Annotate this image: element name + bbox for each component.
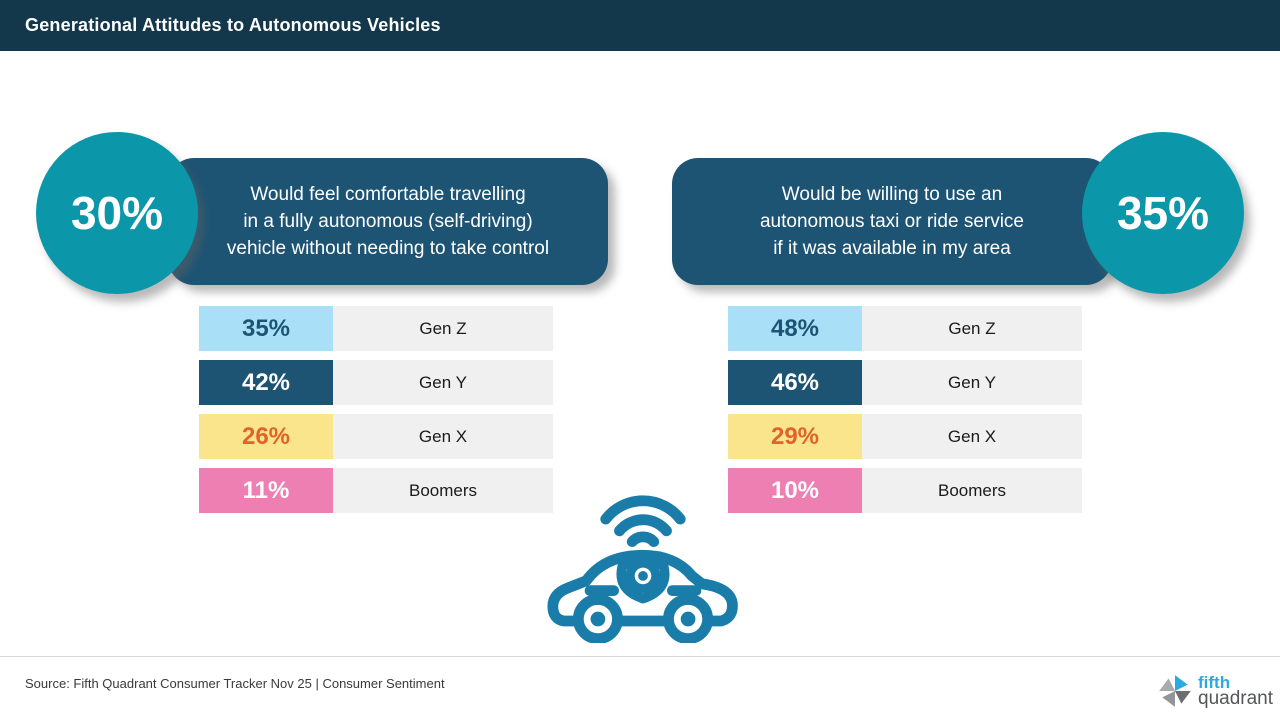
generation-table-taxi: 48% Gen Z 46% Gen Y 29% Gen X 10% Boomer… [728, 306, 1082, 522]
stat-value: 30% [70, 187, 164, 239]
value-cell: 29% [728, 414, 862, 459]
label-cell: Boomers [862, 468, 1082, 513]
stat-circle-comfort: 30% [36, 132, 198, 294]
logo-line-quadrant: quadrant [1198, 687, 1274, 709]
table-row: 42% Gen Y [199, 360, 553, 405]
fifth-quadrant-pinwheel-icon [1159, 675, 1191, 707]
stat-circle-taxi: 35% [1082, 132, 1244, 294]
value-cell: 35% [199, 306, 333, 351]
value-cell: 48% [728, 306, 862, 351]
label-cell: Gen Z [333, 306, 553, 351]
table-row: 11% Boomers [199, 468, 553, 513]
slide-title: Generational Attitudes to Autonomous Veh… [25, 15, 441, 35]
table-row: 26% Gen X [199, 414, 553, 459]
table-row: 46% Gen Y [728, 360, 1082, 405]
logo-text: fifth quadrant [1198, 672, 1274, 709]
footer-divider [0, 656, 1280, 657]
generation-table-comfort: 35% Gen Z 42% Gen Y 26% Gen X 11% Boomer… [199, 306, 553, 522]
value-cell: 10% [728, 468, 862, 513]
value-cell: 42% [199, 360, 333, 405]
title-bar: Generational Attitudes to Autonomous Veh… [0, 0, 1280, 51]
label-cell: Gen Y [862, 360, 1082, 405]
table-row: 29% Gen X [728, 414, 1082, 459]
logo-line-fifth: fifth [1198, 672, 1231, 692]
stat-value: 35% [1116, 187, 1210, 239]
autonomous-car-icon [545, 474, 741, 645]
fifth-quadrant-logo: fifth quadrant [1156, 672, 1273, 710]
table-row: 10% Boomers [728, 468, 1082, 513]
table-row: 48% Gen Z [728, 306, 1082, 351]
value-cell: 11% [199, 468, 333, 513]
label-cell: Gen X [333, 414, 553, 459]
wifi-signal-icon [600, 495, 686, 525]
label-cell: Gen Y [333, 360, 553, 405]
value-cell: 46% [728, 360, 862, 405]
statement-text: Would feel comfortable travelling in a f… [226, 184, 550, 259]
statement-text: Would be willing to use an autonomous ta… [759, 184, 1024, 259]
value-cell: 26% [199, 414, 333, 459]
source-citation: Source: Fifth Quadrant Consumer Tracker … [25, 676, 445, 691]
statement-bubble-comfort: Would feel comfortable travelling in a f… [168, 158, 608, 285]
label-cell: Boomers [333, 468, 553, 513]
statement-bubble-taxi: Would be willing to use an autonomous ta… [672, 158, 1112, 285]
table-row: 35% Gen Z [199, 306, 553, 351]
label-cell: Gen Z [862, 306, 1082, 351]
label-cell: Gen X [862, 414, 1082, 459]
